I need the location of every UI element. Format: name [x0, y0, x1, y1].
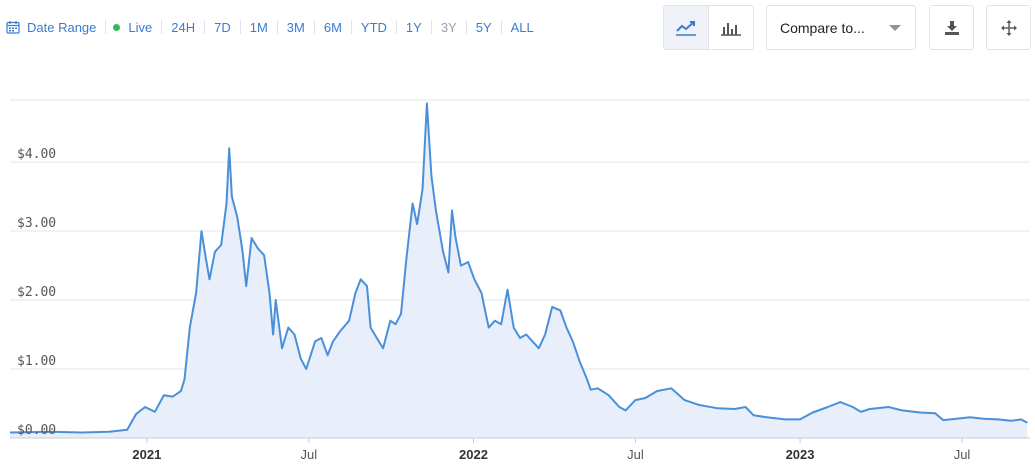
range-button-1y[interactable]: 1Y [404, 20, 424, 35]
calendar-icon [6, 21, 20, 34]
range-button-3m[interactable]: 3M [285, 20, 307, 35]
compare-label: Compare to... [780, 19, 865, 36]
range-button-ytd[interactable]: YTD [359, 20, 389, 35]
price-chart[interactable]: $0.00 $1.00 $2.00 $3.00 $4.00 2021 Jul 2022 Jul… [0, 60, 1035, 468]
range-label: 3M [286, 19, 305, 35]
download-button[interactable] [929, 5, 974, 50]
divider [430, 20, 432, 34]
x-tick-label: 2021 [132, 447, 161, 462]
range-selector: Date Range Live 24H 7D 1M 3M 6M YTD 1Y 3Y 5Y ALL [6, 18, 536, 36]
divider [204, 20, 206, 34]
date-range-label: Date Range [27, 19, 97, 35]
compare-dropdown[interactable]: Compare to... [766, 5, 916, 50]
x-tick-label: Jul [627, 447, 644, 462]
y-tick-label: $4.00 [17, 147, 56, 162]
bar-view-button[interactable] [708, 6, 753, 49]
line-chart-icon [676, 20, 696, 36]
live-indicator-dot [113, 23, 121, 31]
download-icon [944, 20, 959, 35]
y-axis-labels: $0.00 $1.00 $2.00 $3.00 $4.00 [17, 147, 56, 438]
bar-chart-icon [721, 22, 741, 36]
range-label: ALL [510, 19, 534, 35]
range-label: YTD [360, 19, 387, 35]
live-label: Live [128, 19, 153, 35]
chart-type-toggle [663, 5, 754, 50]
x-tick-label: 2023 [786, 447, 815, 462]
range-button-5y[interactable]: 5Y [474, 20, 494, 35]
range-button-3y[interactable]: 3Y [439, 20, 459, 35]
range-button-group: 24H 7D 1M 3M 6M YTD 1Y 3Y 5Y ALL [154, 20, 536, 35]
range-button-all[interactable]: ALL [509, 20, 536, 35]
move-arrows-icon [1000, 19, 1017, 36]
divider [161, 20, 163, 34]
range-button-7d[interactable]: 7D [212, 20, 233, 35]
live-button[interactable]: Live [113, 20, 154, 35]
divider [465, 20, 467, 34]
range-button-24h[interactable]: 24H [169, 20, 197, 35]
range-label: 1M [249, 19, 268, 35]
range-label: 24H [171, 19, 196, 35]
date-range-button[interactable]: Date Range [6, 20, 98, 35]
y-tick-label: $0.00 [17, 423, 56, 438]
divider [313, 20, 315, 34]
divider [239, 20, 241, 34]
range-label: 3Y [440, 19, 457, 35]
price-area-fill [10, 103, 1028, 439]
y-tick-label: $3.00 [17, 216, 56, 231]
divider [276, 20, 278, 34]
range-label: 1Y [405, 19, 422, 35]
y-tick-label: $1.00 [17, 354, 56, 369]
line-view-button[interactable] [664, 6, 708, 49]
range-label: 5Y [475, 19, 492, 35]
divider [395, 20, 397, 34]
range-label: 7D [214, 19, 231, 35]
divider [500, 20, 502, 34]
chart-toolbar: Date Range Live 24H 7D 1M 3M 6M YTD 1Y 3Y 5Y ALL [0, 0, 1035, 56]
y-tick-label: $2.00 [17, 285, 56, 300]
fullscreen-button[interactable] [986, 5, 1031, 50]
divider [105, 20, 107, 34]
chevron-down-icon [889, 24, 901, 31]
divider [350, 20, 352, 34]
x-tick-label: 2022 [459, 447, 488, 462]
x-axis-labels: 2021 Jul 2022 Jul 2023 Jul [132, 438, 970, 462]
range-label: 6M [323, 19, 342, 35]
x-tick-label: Jul [954, 447, 971, 462]
range-button-1m[interactable]: 1M [248, 20, 270, 35]
x-tick-label: Jul [301, 447, 318, 462]
range-button-6m[interactable]: 6M [322, 20, 344, 35]
price-line [9, 102, 1028, 434]
